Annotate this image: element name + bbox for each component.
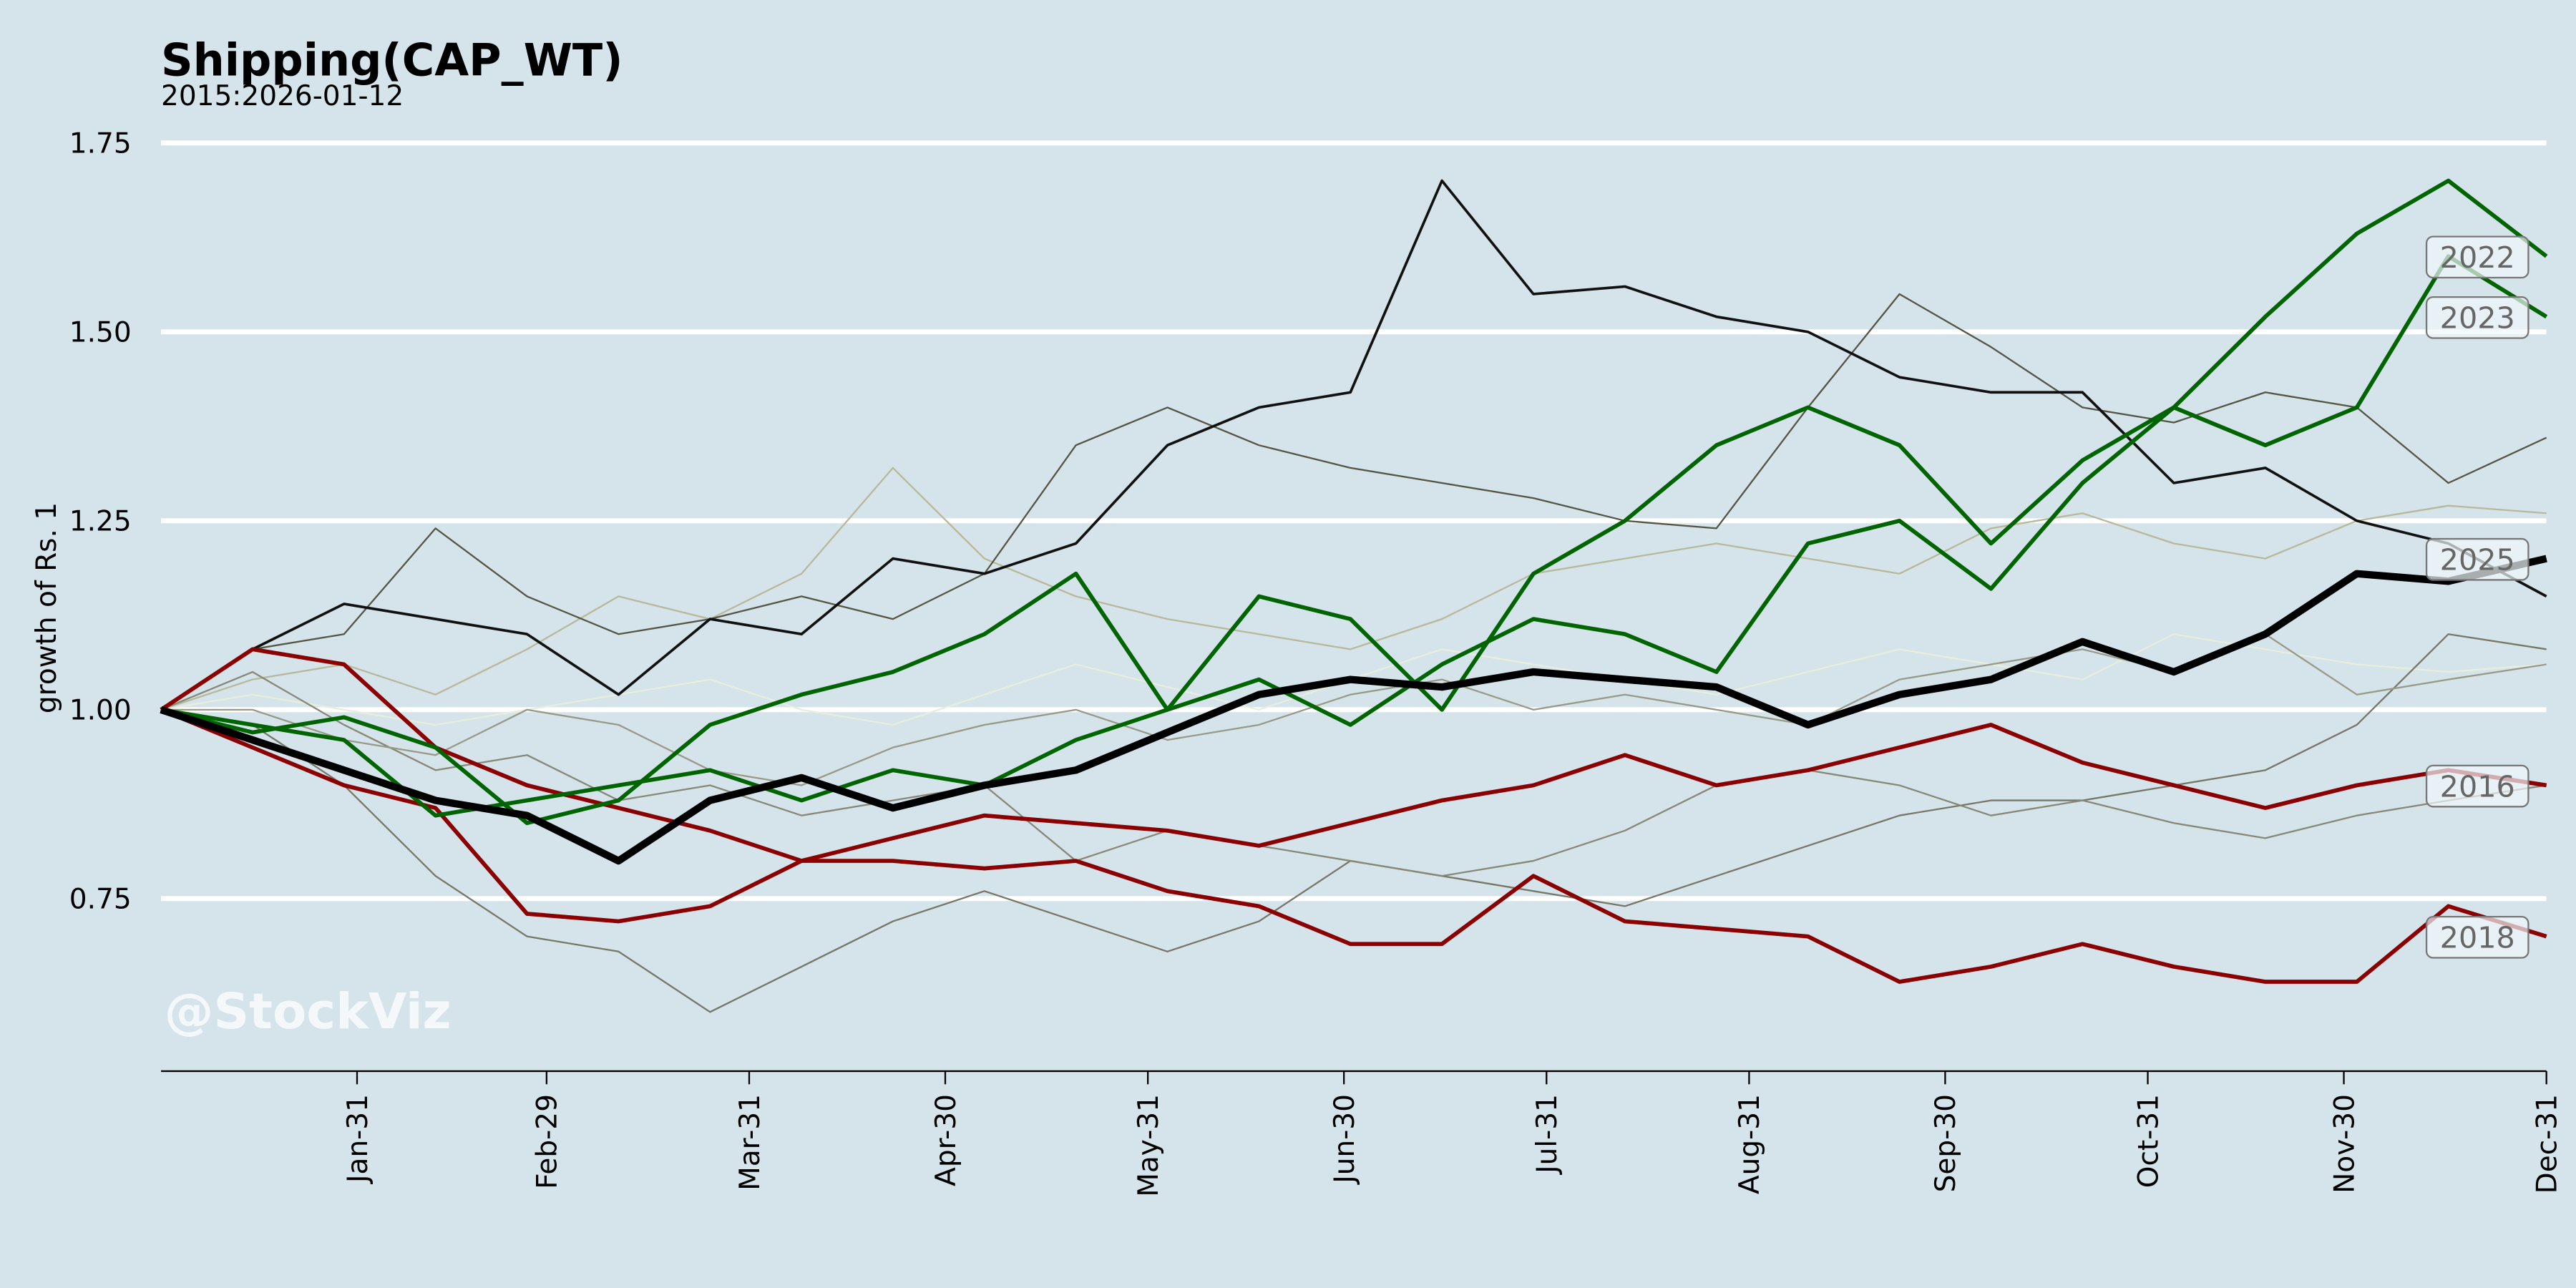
series-label-box: [2425, 296, 2529, 339]
series-label-text: 2018: [2440, 921, 2515, 955]
series-line-2025: [160, 555, 2547, 865]
series-label-text: 2023: [2440, 301, 2515, 336]
x-tick-label: Nov-30: [2328, 1094, 2361, 1194]
chart-subtitle: 2015:2026-01-12: [161, 80, 404, 112]
series-line-2022: [160, 178, 2548, 826]
y-axis-label: growth of Rs. 1: [31, 502, 63, 713]
series-label-box: [2425, 235, 2529, 279]
y-tick-label: 1.50: [69, 317, 132, 349]
x-tick-label: Jul-31: [1531, 1094, 1563, 1176]
y-tick-label: 1.00: [69, 695, 132, 727]
x-tick-label: Jun-30: [1329, 1094, 1361, 1186]
x-tick-label: Apr-30: [930, 1094, 962, 1186]
x-tick-label: Aug-31: [1734, 1094, 1766, 1194]
chart-title: Shipping(CAP_WT): [161, 34, 623, 87]
x-tick-label: May-31: [1133, 1094, 1165, 1197]
series-line: [160, 293, 2547, 711]
series-line-2023: [160, 254, 2548, 818]
series-label-text: 2022: [2440, 240, 2515, 275]
series-label-box: [2425, 764, 2529, 808]
y-tick-label: 1.75: [69, 128, 132, 160]
x-tick-label: Mar-31: [734, 1094, 766, 1191]
series-label-text: 2016: [2440, 770, 2515, 804]
series-label-2016: 2016: [2425, 764, 2529, 808]
x-tick-label: Feb-29: [532, 1094, 564, 1189]
series-line: [160, 179, 2547, 711]
x-tick-label: Sep-30: [1930, 1094, 1962, 1192]
series-label-box: [2425, 537, 2529, 581]
y-tick-label: 1.25: [69, 506, 132, 538]
series-line-2016: [160, 647, 2547, 863]
series-label-2018: 2018: [2425, 915, 2529, 959]
series-label-text: 2025: [2440, 543, 2515, 577]
y-tick-label: 0.75: [69, 884, 132, 916]
x-tick-label: Oct-31: [2132, 1094, 2165, 1188]
watermark: @StockViz: [165, 983, 452, 1040]
series-line-2018: [160, 708, 2547, 984]
series-label-2025: 2025: [2425, 537, 2529, 581]
series-label-2023: 2023: [2425, 296, 2529, 339]
series-line: [160, 467, 2547, 711]
x-tick-label: Dec-31: [2531, 1094, 2563, 1194]
x-tick-label: Jan-31: [342, 1094, 374, 1185]
series-label-box: [2425, 915, 2529, 959]
series-label-2022: 2022: [2425, 235, 2529, 279]
series-line: [160, 670, 2547, 877]
